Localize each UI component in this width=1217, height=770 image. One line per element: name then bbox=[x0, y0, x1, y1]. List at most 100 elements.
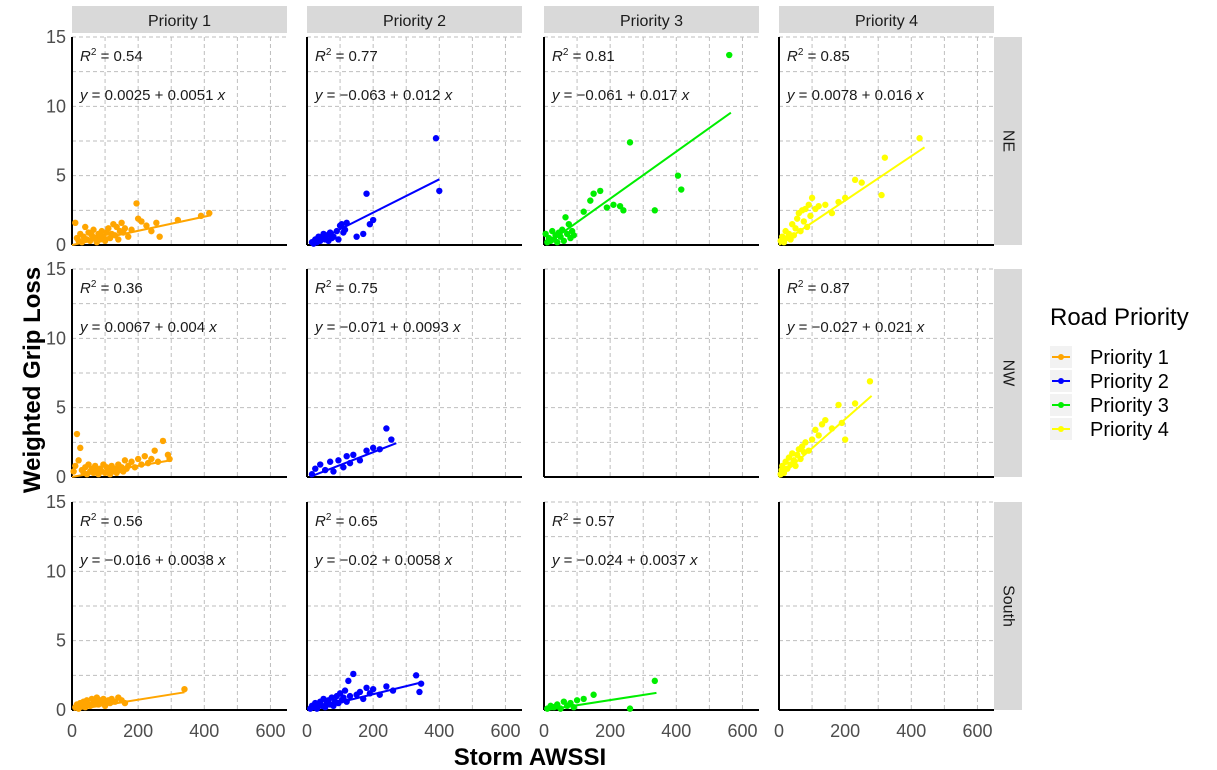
panel-NW-Priority-3 bbox=[543, 268, 759, 478]
data-point bbox=[416, 688, 423, 696]
legend-item: Priority 2 bbox=[1050, 370, 1169, 393]
x-tick-label: 400 bbox=[896, 721, 926, 741]
row-strip bbox=[994, 37, 1022, 245]
r-squared-label: R2 = 0.57 bbox=[552, 512, 615, 530]
data-point bbox=[82, 223, 89, 231]
x-axis-label: Storm AWSSI bbox=[454, 744, 606, 770]
fit-line bbox=[71, 214, 212, 246]
data-point bbox=[554, 239, 561, 246]
data-point bbox=[785, 230, 793, 238]
data-point bbox=[356, 688, 364, 696]
data-point bbox=[340, 464, 347, 471]
data-point bbox=[580, 208, 587, 215]
panel-South-Priority-4 bbox=[778, 501, 994, 711]
data-point bbox=[881, 154, 889, 161]
data-point bbox=[360, 230, 367, 238]
data-point bbox=[878, 191, 885, 199]
regression-equation: y = −0.024 + 0.0037 x bbox=[551, 552, 698, 569]
data-point bbox=[815, 432, 822, 439]
data-point bbox=[72, 462, 79, 470]
regression-equation: y = 0.0025 + 0.0051 x bbox=[79, 87, 226, 104]
data-point bbox=[77, 444, 84, 452]
data-point bbox=[651, 207, 659, 214]
y-tick-label: 10 bbox=[46, 328, 66, 348]
data-point bbox=[346, 692, 354, 700]
data-point bbox=[330, 468, 337, 475]
data-point bbox=[573, 697, 581, 704]
x-tick-label: 0 bbox=[539, 721, 549, 741]
data-point bbox=[369, 444, 377, 452]
y-tick-label: 15 bbox=[46, 259, 66, 279]
data-point bbox=[792, 225, 799, 232]
data-point bbox=[125, 233, 132, 240]
data-point bbox=[858, 179, 865, 186]
data-point bbox=[105, 225, 112, 232]
data-point bbox=[580, 695, 587, 703]
y-tick-label: 5 bbox=[56, 398, 66, 418]
column-strip-label: Priority 1 bbox=[148, 13, 211, 30]
data-point bbox=[121, 225, 129, 232]
panel-NW-Priority-2: R2 = 0.75 y = −0.071 + 0.0093 x bbox=[306, 268, 522, 478]
x-tick-label: 600 bbox=[727, 721, 757, 741]
data-point bbox=[345, 677, 352, 685]
data-point bbox=[128, 458, 135, 465]
data-point bbox=[866, 378, 874, 385]
regression-equation: y = −0.063 + 0.012 x bbox=[314, 87, 453, 104]
column-strip bbox=[307, 6, 522, 33]
row-strip bbox=[994, 269, 1022, 477]
fit-line bbox=[71, 459, 172, 478]
legend-label: Priority 3 bbox=[1090, 395, 1169, 417]
y-tick-label: 5 bbox=[56, 631, 66, 651]
legend-key-point bbox=[1058, 354, 1064, 360]
y-tick-label: 0 bbox=[56, 700, 66, 720]
data-point bbox=[134, 455, 142, 463]
data-point bbox=[383, 683, 390, 690]
panel-South-Priority-1: R2 = 0.56 y = −0.016 + 0.0038 x bbox=[71, 501, 287, 712]
legend-item: Priority 4 bbox=[1050, 418, 1169, 441]
r-squared-label: R2 = 0.77 bbox=[315, 47, 378, 65]
r-squared-label: R2 = 0.54 bbox=[80, 47, 143, 65]
data-point bbox=[802, 439, 809, 446]
column-strip bbox=[72, 6, 287, 33]
data-point bbox=[363, 190, 370, 197]
data-point bbox=[610, 201, 617, 208]
y-tick-label: 15 bbox=[46, 27, 66, 47]
data-point bbox=[363, 684, 370, 692]
data-point bbox=[674, 172, 682, 179]
data-point bbox=[151, 447, 158, 454]
x-tick-label: 400 bbox=[189, 721, 219, 741]
data-point bbox=[153, 219, 160, 227]
data-point bbox=[138, 218, 145, 225]
data-point bbox=[805, 201, 812, 208]
data-point bbox=[159, 437, 167, 445]
panel-South-Priority-3: R2 = 0.57 y = −0.024 + 0.0037 x bbox=[543, 501, 759, 712]
data-point bbox=[121, 457, 129, 464]
data-point bbox=[70, 468, 77, 475]
data-point bbox=[363, 447, 370, 454]
data-point bbox=[916, 135, 923, 142]
column-strip-label: Priority 3 bbox=[620, 13, 683, 30]
regression-equation: y = −0.061 + 0.017 x bbox=[551, 87, 690, 104]
data-point bbox=[726, 51, 733, 59]
data-point bbox=[369, 216, 377, 224]
data-point bbox=[98, 227, 105, 235]
fit-line bbox=[73, 691, 185, 711]
x-tick-label: 400 bbox=[424, 721, 454, 741]
y-axis-label: Weighted Grip Loss bbox=[19, 267, 46, 493]
data-point bbox=[570, 232, 577, 239]
data-point bbox=[603, 204, 611, 211]
data-point bbox=[815, 202, 822, 210]
regression-equation: y = 0.0078 + 0.016 x bbox=[786, 87, 924, 104]
x-tick-label: 0 bbox=[774, 721, 784, 741]
x-tick-label: 200 bbox=[358, 721, 388, 741]
data-point bbox=[793, 215, 801, 222]
x-tick-label: 600 bbox=[255, 721, 285, 741]
data-point bbox=[436, 187, 443, 195]
y-tick-label: 10 bbox=[46, 96, 66, 116]
panel-South-Priority-2: R2 = 0.65 y = −0.02 + 0.0058 x bbox=[306, 501, 522, 712]
panel-NE-Priority-4: R2 = 0.85 y = 0.0078 + 0.016 x bbox=[777, 36, 994, 246]
data-point bbox=[808, 436, 816, 443]
x-tick-label: 0 bbox=[302, 721, 312, 741]
